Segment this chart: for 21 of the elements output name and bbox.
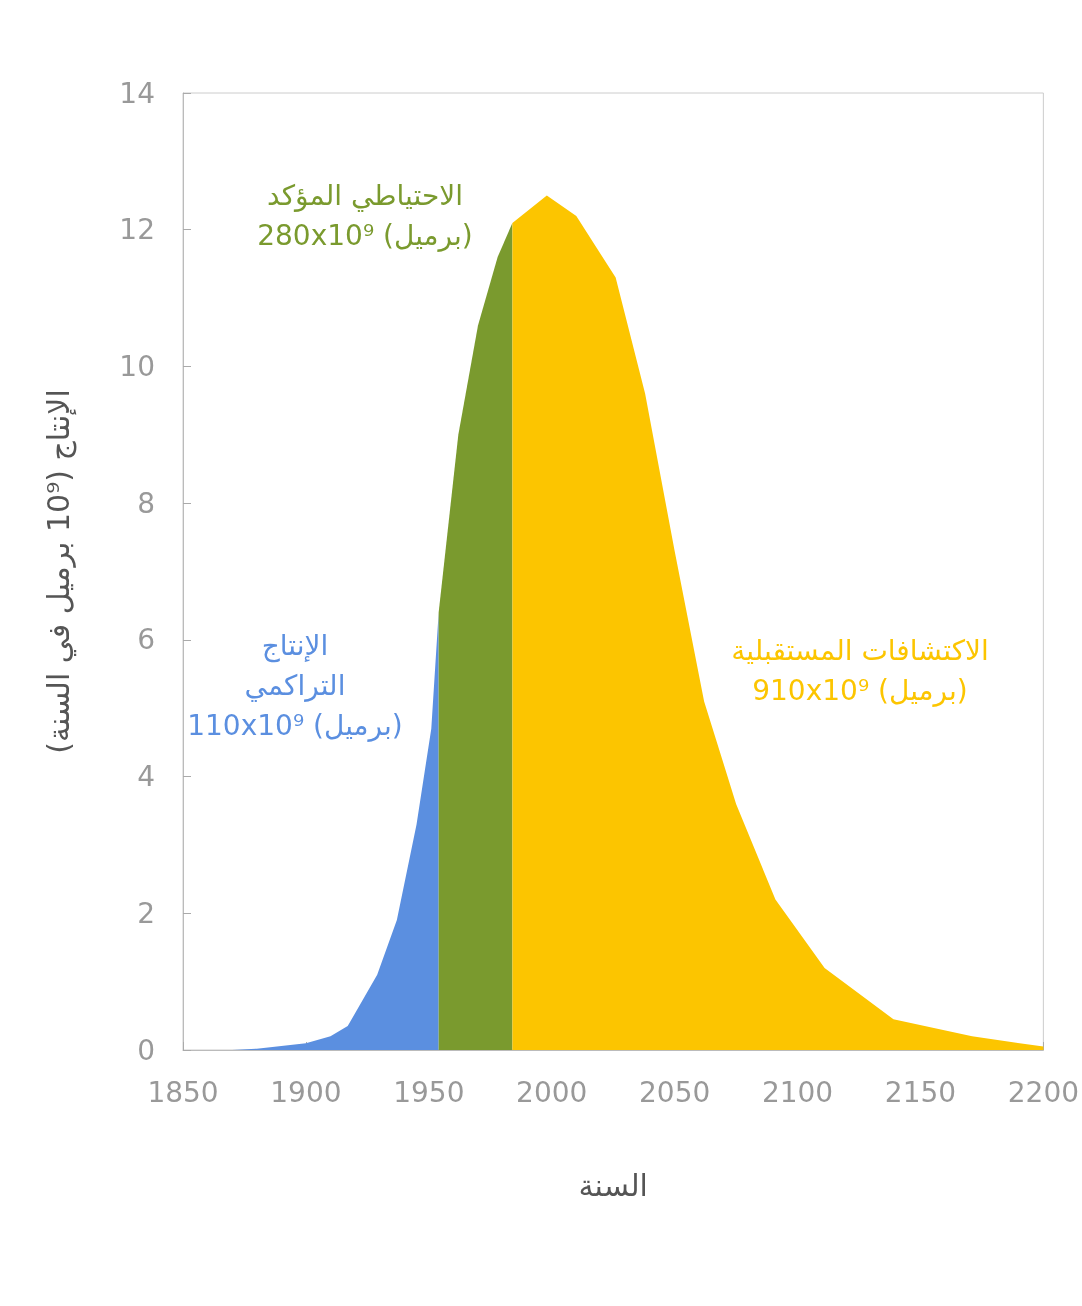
x-tick-label: 2100 [761, 1075, 834, 1109]
y-tick-label: 6 [137, 623, 155, 657]
y-tick-label: 12 [119, 213, 155, 247]
y-tick-label: 0 [137, 1033, 155, 1067]
y-tick-label: 8 [137, 486, 155, 520]
annotation: الاكتشافات المستقبلية 910x10⁹ (برميل) [731, 633, 989, 707]
y-tick-label: 4 [137, 760, 155, 794]
x-tick-label: 2200 [1007, 1075, 1079, 1109]
annotation: الإنتاج التراكمي 110x10⁹ (برميل) [187, 628, 403, 742]
x-tick-label: 1900 [270, 1075, 342, 1109]
y-tick-label: 14 [119, 76, 155, 110]
x-tick-label: 2050 [639, 1075, 711, 1109]
y-tick-label: 2 [137, 896, 155, 930]
y-axis-title: الإنتاج (10⁹ برميل في السنة) [40, 389, 77, 754]
x-tick-label: 1950 [393, 1075, 465, 1109]
x-tick-label: 2150 [884, 1075, 957, 1109]
x-tick-label: 1850 [147, 1075, 219, 1109]
x-tick-label: 2000 [516, 1075, 588, 1109]
y-tick-label: 10 [119, 349, 155, 383]
x-axis-title: السنة [578, 1167, 648, 1203]
annotation: الاحتياطي المؤكد 280x10⁹ (برميل) [257, 178, 473, 252]
